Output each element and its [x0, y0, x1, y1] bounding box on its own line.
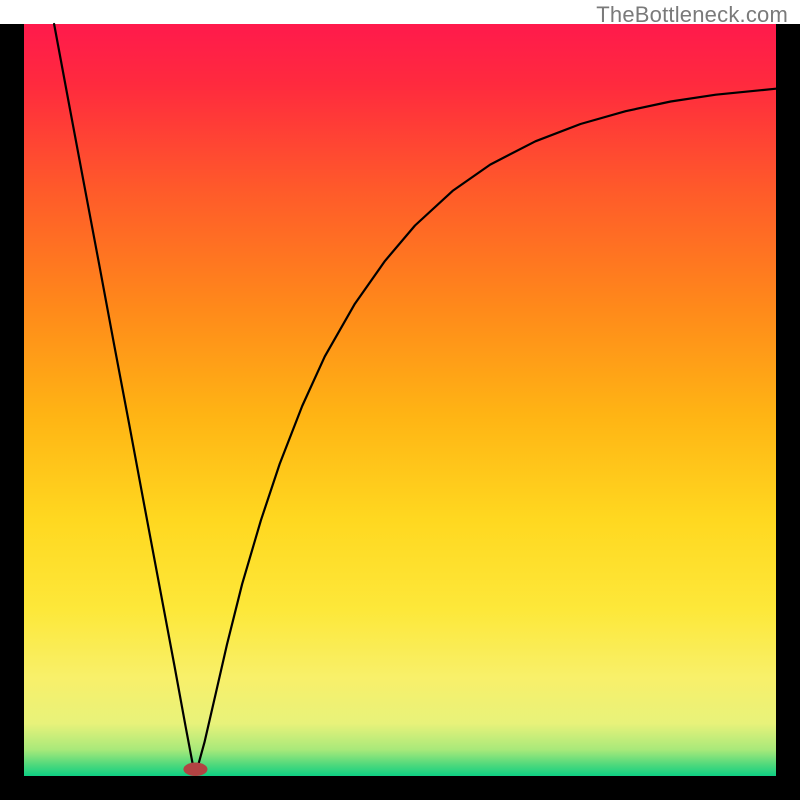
minimum-marker	[183, 762, 207, 776]
frame-left	[0, 24, 24, 800]
chart-svg	[0, 0, 800, 800]
watermark-text: TheBottleneck.com	[596, 2, 788, 28]
plot-group	[0, 24, 800, 800]
frame-right	[776, 24, 800, 800]
plot-background	[24, 24, 776, 776]
frame-bottom	[0, 776, 800, 800]
